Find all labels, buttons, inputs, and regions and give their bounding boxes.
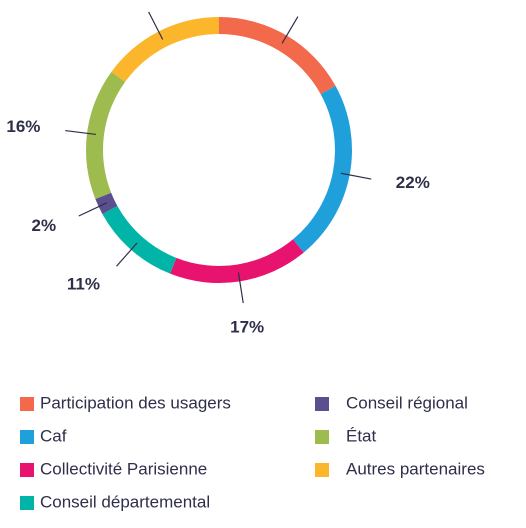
legend-label: État	[346, 426, 377, 445]
legend-label: Caf	[40, 426, 67, 445]
legend-swatch	[315, 430, 329, 444]
donut-segment	[85, 71, 126, 199]
data-label: 17%	[230, 317, 264, 336]
legend-label: Autres partenaires	[346, 459, 485, 478]
data-label: 17%	[311, 0, 345, 4]
donut-segment	[111, 17, 219, 82]
legend-label: Conseil régional	[346, 393, 468, 412]
legend-swatch	[315, 397, 329, 411]
donut-segment	[170, 239, 304, 283]
donut-segment	[102, 205, 177, 274]
data-label: 2%	[32, 216, 57, 235]
legend-swatch	[20, 496, 34, 510]
legend-label: Conseil départemental	[40, 492, 210, 511]
donut-segment	[219, 17, 336, 95]
data-label: 22%	[396, 173, 430, 192]
leader-line	[116, 242, 138, 267]
legend-swatch	[20, 463, 34, 477]
donut-segment	[292, 85, 353, 253]
legend-label: Collectivité Parisienne	[40, 459, 207, 478]
leader-line	[148, 11, 164, 40]
leader-line	[78, 202, 108, 217]
leader-line	[281, 16, 299, 44]
data-label: 16%	[6, 117, 40, 136]
legend-swatch	[20, 430, 34, 444]
legend-label: Participation des usagers	[40, 393, 231, 412]
leader-line	[65, 129, 97, 136]
legend-swatch	[20, 397, 34, 411]
data-label: 11%	[67, 275, 100, 294]
legend-swatch	[315, 463, 329, 477]
leader-line	[237, 272, 244, 304]
leader-line	[340, 172, 372, 180]
